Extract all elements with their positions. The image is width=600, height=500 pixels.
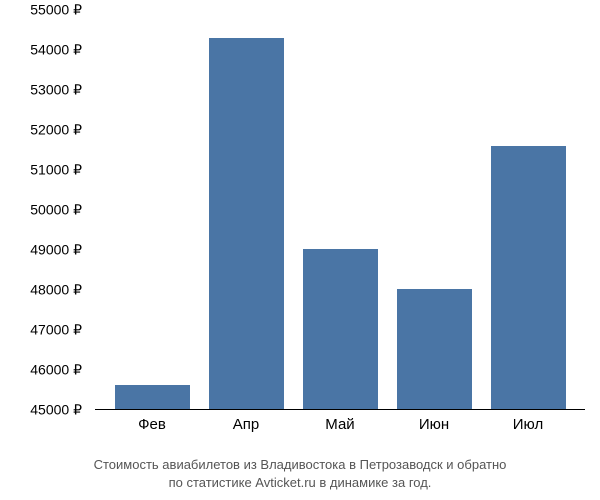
plot-area xyxy=(95,10,585,410)
chart-caption: Стоимость авиабилетов из Владивостока в … xyxy=(0,456,600,492)
bars-group xyxy=(95,10,585,409)
y-tick-label: 54000 ₽ xyxy=(30,42,82,59)
y-tick-label: 55000 ₽ xyxy=(30,2,82,19)
x-axis-label: Апр xyxy=(209,410,284,440)
y-tick-label: 46000 ₽ xyxy=(30,362,82,379)
x-axis-label: Июн xyxy=(397,410,472,440)
y-axis: 45000 ₽46000 ₽47000 ₽48000 ₽49000 ₽50000… xyxy=(10,10,90,410)
bar xyxy=(115,385,190,409)
caption-line-1: Стоимость авиабилетов из Владивостока в … xyxy=(0,456,600,474)
y-tick-label: 45000 ₽ xyxy=(30,402,82,419)
x-axis-label: Фев xyxy=(115,410,190,440)
caption-line-2: по статистике Avticket.ru в динамике за … xyxy=(0,474,600,492)
bar xyxy=(491,146,566,409)
y-tick-label: 52000 ₽ xyxy=(30,122,82,139)
x-axis-label: Май xyxy=(303,410,378,440)
bar xyxy=(397,289,472,409)
x-axis: Фев Апр Май Июн Июл xyxy=(95,410,585,440)
y-tick-label: 53000 ₽ xyxy=(30,82,82,99)
bar xyxy=(209,38,284,409)
y-tick-label: 50000 ₽ xyxy=(30,202,82,219)
y-tick-label: 48000 ₽ xyxy=(30,282,82,299)
y-tick-label: 47000 ₽ xyxy=(30,322,82,339)
chart-container: 45000 ₽ 46000 ₽ 47000 ₽ 48000 ₽ 49000 ₽ 50000… xyxy=(10,10,590,440)
bar xyxy=(303,249,378,409)
x-axis-label: Июл xyxy=(491,410,566,440)
y-tick-label: 49000 ₽ xyxy=(30,242,82,259)
y-tick-label: 51000 ₽ xyxy=(30,162,82,179)
